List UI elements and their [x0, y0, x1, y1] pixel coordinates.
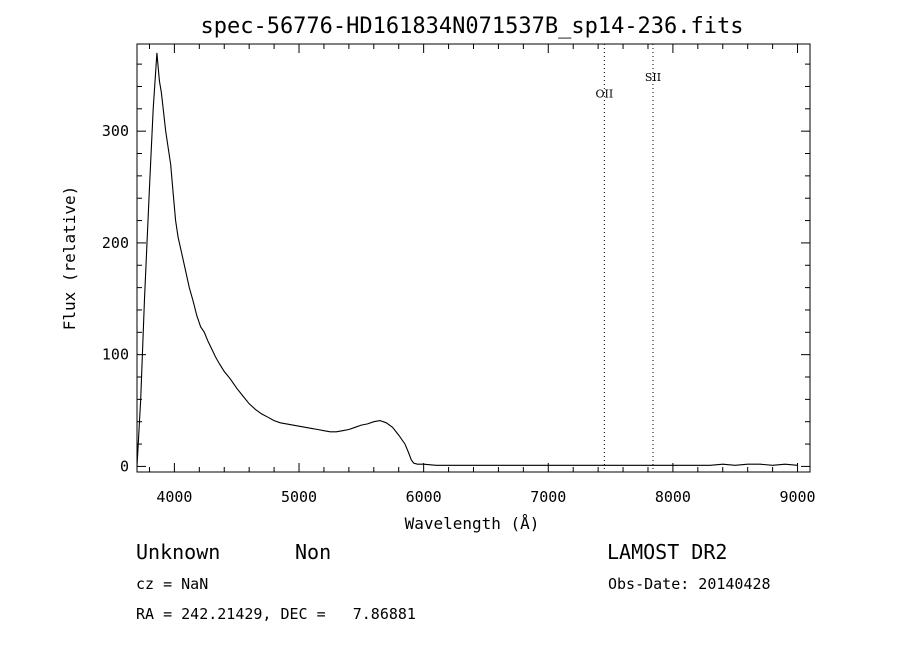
x-tick-label: 7000	[530, 488, 566, 506]
y-tick-label: 100	[102, 346, 129, 364]
line-marker-label: OII	[596, 88, 614, 101]
redshift-cz: cz = NaN	[136, 575, 209, 593]
coordinates: RA = 242.21429, DEC = 7.86881	[136, 605, 416, 623]
object-class: Unknown	[136, 540, 221, 564]
plot-border	[136, 43, 811, 473]
y-tick-label: 0	[120, 457, 129, 475]
object-subclass: Non	[295, 540, 332, 564]
spectrum-line	[136, 52, 798, 467]
survey-name: LAMOST DR2	[607, 540, 728, 564]
chart-title: spec-56776-HD161834N071537B_sp14-236.fit…	[200, 14, 743, 39]
x-tick-label: 9000	[779, 488, 815, 506]
x-tick-label: 5000	[281, 488, 317, 506]
observation-date: Obs-Date: 20140428	[608, 575, 771, 593]
axis-ticks	[137, 44, 810, 472]
line-markers: OII SII	[596, 44, 661, 472]
x-tick-label: 4000	[156, 488, 192, 506]
y-tick-label: 300	[102, 122, 129, 140]
x-tick-label: 8000	[655, 488, 691, 506]
x-axis-label: Wavelength (Å)	[405, 514, 540, 533]
tick-labels: 4000 5000 6000 7000 8000 9000 0 100 200 300	[102, 122, 816, 506]
line-marker-label: SII	[645, 71, 661, 84]
x-tick-label: 6000	[406, 488, 442, 506]
y-tick-label: 200	[102, 234, 129, 252]
plot-frame	[136, 43, 811, 473]
y-axis-label: Flux (relative)	[60, 186, 79, 331]
